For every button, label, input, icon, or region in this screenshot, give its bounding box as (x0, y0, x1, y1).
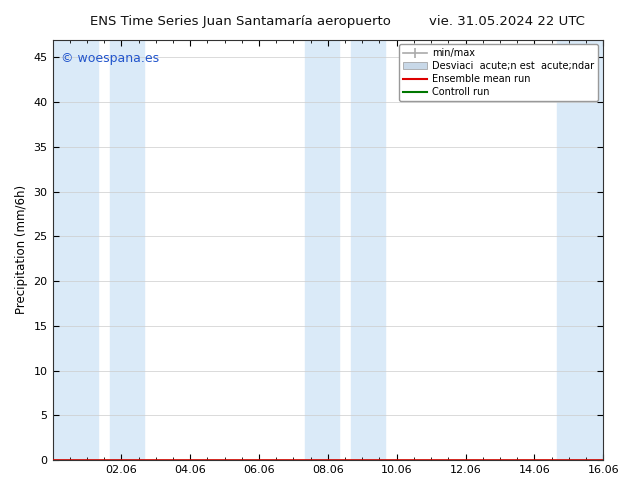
Text: vie. 31.05.2024 22 UTC: vie. 31.05.2024 22 UTC (429, 15, 585, 28)
Text: ENS Time Series Juan Santamaría aeropuerto: ENS Time Series Juan Santamaría aeropuer… (91, 15, 391, 28)
Bar (53, 40, 98, 460)
Bar (557, 40, 603, 460)
Bar (110, 40, 145, 460)
Legend: min/max, Desviaci  acute;n est  acute;ndar, Ensemble mean run, Controll run: min/max, Desviaci acute;n est acute;ndar… (399, 45, 598, 101)
Bar (305, 40, 339, 460)
Bar (351, 40, 385, 460)
Y-axis label: Precipitation (mm/6h): Precipitation (mm/6h) (15, 185, 28, 315)
Text: © woespana.es: © woespana.es (61, 52, 159, 65)
